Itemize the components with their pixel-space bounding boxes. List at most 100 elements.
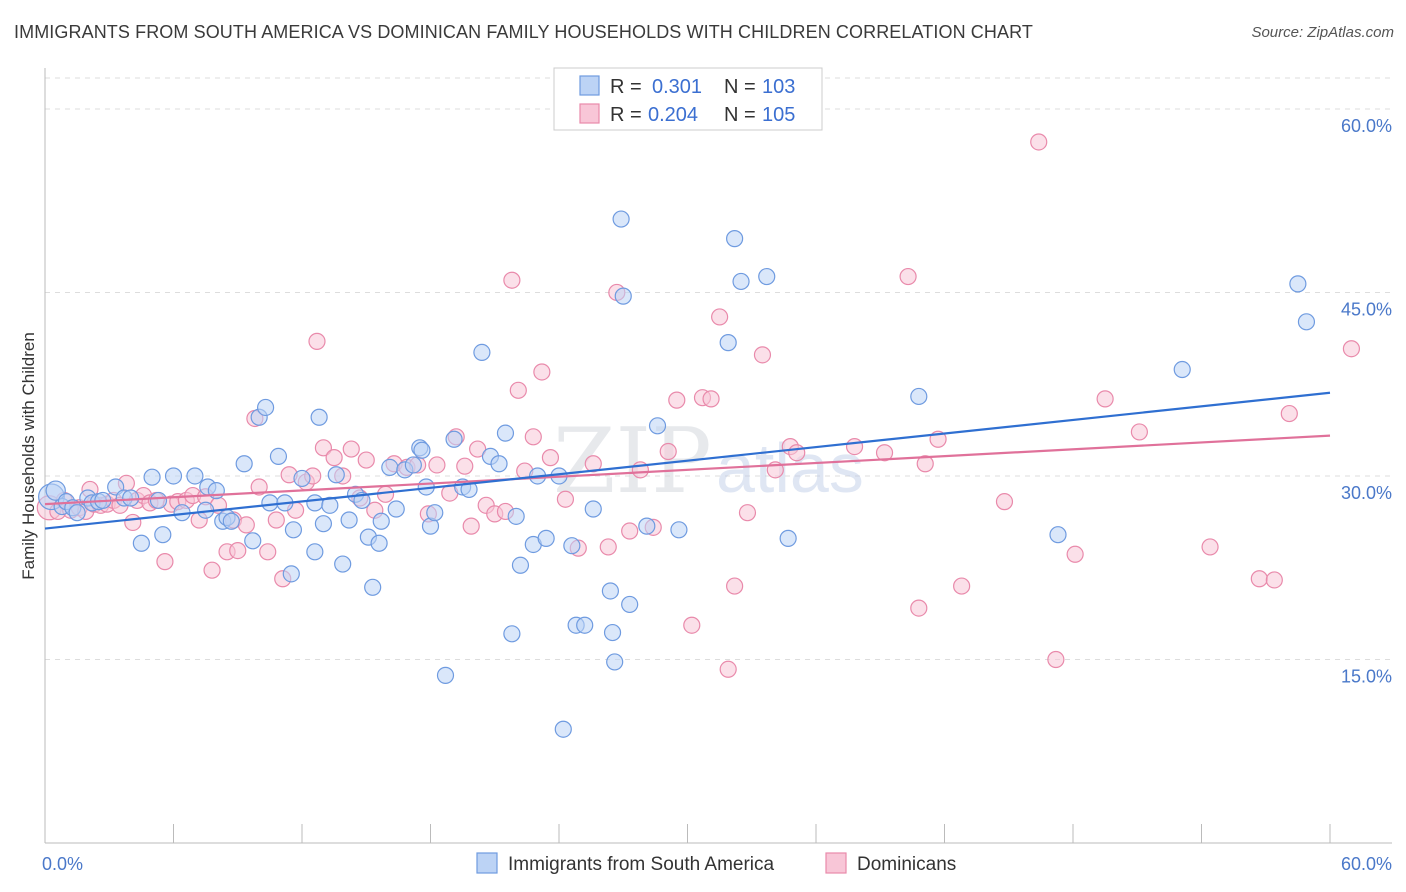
south-america-point-48 (370, 534, 388, 552)
south-america-point-17 (132, 534, 150, 552)
dominicans-point-56 (456, 457, 474, 475)
south-america-point-66 (496, 424, 515, 442)
south-america-point-78 (584, 500, 602, 518)
dominicans-point-92 (910, 599, 928, 617)
dominicans-point-73 (621, 522, 639, 540)
dominicans-point-71 (599, 538, 617, 556)
dominicans-point-84 (738, 504, 757, 522)
south-america-point-42 (334, 555, 352, 573)
dominicans-point-44 (342, 440, 360, 458)
dominicans-point-18 (156, 553, 174, 571)
south-america-point-19 (186, 467, 204, 485)
chart-source: Source: ZipAtlas.com (1251, 24, 1394, 41)
south-america-point-83 (614, 287, 632, 305)
south-america-point-29 (256, 398, 275, 417)
south-america-point-89 (726, 230, 744, 248)
south-america-point-84 (621, 595, 639, 614)
south-america-point-50 (381, 458, 399, 477)
south-america-point-94 (1049, 526, 1067, 544)
bottom-legend-blue-label: Immigrants from South America (508, 854, 775, 875)
trend-lines (44, 391, 1331, 530)
dominicans-point-105 (1280, 404, 1298, 423)
south-america-point-81 (606, 653, 624, 671)
south-america-point-72 (537, 529, 555, 547)
south-america-point-77 (576, 616, 594, 634)
south-america-point-75 (563, 537, 581, 555)
south-america-point-55 (413, 441, 431, 459)
axes (44, 68, 1392, 844)
dominicans-point-57 (462, 517, 480, 535)
series-legend: Immigrants from South America Dominicans (476, 852, 956, 875)
dominicans-point-68 (556, 490, 575, 508)
dominicans-point-67 (541, 449, 560, 467)
south-america-point-26 (235, 455, 253, 473)
dominicans-point-40 (308, 332, 326, 350)
dominicans-point-66 (533, 363, 551, 381)
south-america-point-85 (638, 517, 656, 535)
legend-blue-n-label: N = (724, 76, 756, 98)
south-america-point-86 (648, 417, 667, 435)
legend-blue-n-value: 103 (762, 76, 795, 98)
dominicans-point-85 (753, 346, 772, 364)
south-america-point-27 (244, 532, 262, 550)
south-america-point-65 (490, 455, 508, 473)
dominicans-point-62 (503, 271, 521, 289)
south-america-point-13 (143, 468, 161, 486)
dominicans-point-98 (1047, 650, 1065, 669)
south-america-point-80 (603, 623, 622, 642)
y-tick-label-15: 15.0% (1341, 666, 1392, 686)
dominicans-point-30 (237, 516, 255, 534)
legend-blue-r-value: 0.301 (652, 76, 702, 98)
south-america-point-49 (372, 512, 390, 530)
bottom-legend-swatch-blue (476, 852, 498, 874)
dominicans-point-29 (229, 541, 247, 560)
south-america-point-18 (154, 526, 172, 544)
dominicans-point-42 (325, 449, 343, 467)
dominicans-point-99 (1066, 545, 1084, 563)
dominicans-point-46 (357, 451, 375, 469)
y-tick-labels: 15.0% 30.0% 45.0% 60.0% (1341, 116, 1392, 687)
dominicans-point-95 (953, 577, 971, 595)
dominicans-point-78 (683, 616, 701, 634)
south-america-point-63 (473, 343, 491, 362)
dominicans-point-63 (509, 381, 527, 399)
south-america-point-12 (122, 489, 140, 507)
dominicans-point-83 (726, 577, 744, 595)
dominicans-point-88 (788, 444, 806, 462)
south-america-point-91 (758, 267, 776, 286)
south-america-point-87 (670, 521, 688, 539)
south-america-point-35 (293, 469, 311, 488)
dominicans-point-81 (711, 308, 729, 326)
dominicans-point-76 (659, 442, 677, 461)
south-america-point-58 (426, 504, 444, 522)
south-america-point-97 (1297, 313, 1316, 331)
x-tick-labels: 0.0% 60.0% (42, 854, 1392, 874)
bottom-legend-pink-label: Dominicans (857, 854, 956, 875)
south-america-point-30 (261, 494, 279, 512)
dominicans-point-103 (1250, 570, 1268, 588)
dominicans-point-77 (668, 391, 686, 409)
south-america-point-53 (404, 456, 422, 474)
legend-pink-r-value: 0.204 (648, 104, 698, 126)
south-america-point-88 (719, 334, 737, 352)
chart-title: IMMIGRANTS FROM SOUTH AMERICA VS DOMINIC… (14, 22, 1033, 42)
south-america-point-14 (149, 491, 168, 510)
dominicans-point-53 (428, 456, 446, 474)
south-america-point-47 (364, 578, 382, 596)
dominicans-point-91 (899, 267, 917, 286)
south-america-point-69 (511, 556, 530, 574)
dominicans-point-32 (250, 478, 268, 496)
south-america-point-96 (1289, 275, 1307, 293)
dominicans-point-48 (376, 485, 395, 503)
south-america-point-60 (445, 430, 463, 448)
south-america-point-5 (68, 504, 86, 522)
south-america-point-74 (554, 720, 572, 738)
legend-pink-r-label: R = (610, 104, 642, 126)
dominicans-point-82 (719, 660, 737, 678)
trend-line-south-america (44, 391, 1331, 530)
stats-legend: R = 0.301 N = 103 R = 0.204 N = 105 (553, 67, 823, 131)
bottom-legend-swatch-pink (825, 852, 847, 874)
south-america-point-68 (507, 507, 525, 525)
dominicans-point-58 (469, 440, 487, 458)
